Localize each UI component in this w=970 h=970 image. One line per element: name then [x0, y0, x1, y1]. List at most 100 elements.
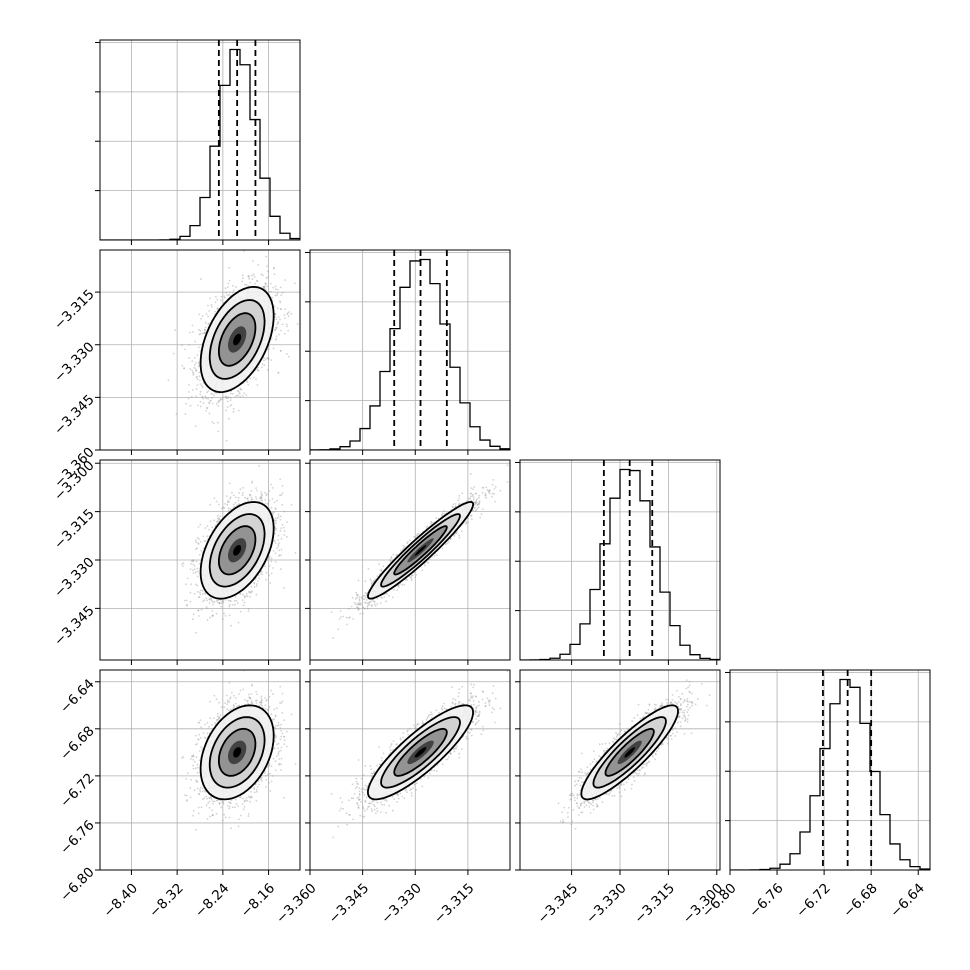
sample-point	[218, 602, 221, 605]
sample-point	[193, 366, 196, 369]
sample-point	[265, 288, 267, 291]
sample-point	[277, 322, 280, 324]
sample-point	[208, 412, 211, 415]
sample-point	[188, 357, 191, 359]
sample-point	[238, 409, 240, 412]
sample-point	[249, 281, 251, 284]
sample-point	[272, 550, 275, 552]
sample-point	[260, 490, 263, 493]
sample-point	[272, 286, 275, 289]
sample-point	[237, 621, 240, 624]
sample-point	[258, 464, 261, 467]
sample-point	[247, 384, 250, 386]
sample-point	[280, 548, 283, 551]
sample-point	[188, 344, 191, 346]
sample-point	[249, 494, 252, 497]
sample-point	[276, 292, 279, 295]
sample-point	[208, 402, 211, 405]
y-tick-label: −3.330	[51, 339, 98, 386]
sample-point	[208, 598, 211, 601]
sample-point	[268, 557, 271, 560]
sample-point	[198, 538, 201, 540]
sample-point	[194, 571, 197, 574]
sample-point	[244, 596, 246, 599]
sample-point	[212, 614, 214, 617]
sample-point	[202, 600, 204, 603]
sample-point	[187, 397, 190, 400]
sample-point	[260, 572, 262, 575]
sample-point	[302, 509, 304, 511]
sample-point	[192, 371, 194, 374]
panel-frame	[309, 249, 511, 451]
sample-point	[224, 615, 227, 617]
sample-point	[257, 369, 260, 372]
sample-point	[213, 422, 215, 425]
sample-point	[239, 610, 242, 613]
sample-point	[278, 333, 280, 336]
sample-point	[183, 367, 185, 370]
sample-point	[274, 552, 277, 554]
sample-point	[263, 286, 265, 289]
sample-point	[290, 503, 293, 506]
sample-point	[189, 591, 192, 594]
sample-point	[195, 376, 198, 379]
sample-point	[277, 372, 280, 374]
sample-point	[257, 264, 259, 266]
sample-point	[228, 501, 231, 503]
sample-point	[237, 503, 240, 506]
sample-point	[192, 618, 194, 621]
sample-point	[283, 314, 286, 316]
sample-point	[230, 390, 233, 393]
sample-point	[186, 603, 189, 606]
sample-point	[273, 329, 276, 332]
sample-point	[253, 275, 256, 278]
sample-point	[252, 260, 254, 262]
sample-point	[219, 515, 222, 518]
sample-point	[281, 484, 284, 487]
sample-point	[245, 394, 248, 396]
sample-point	[201, 395, 204, 398]
contour-line	[199, 285, 275, 394]
sample-point	[234, 496, 237, 499]
sample-point	[280, 554, 282, 557]
sample-point	[215, 612, 218, 615]
sample-point	[230, 403, 233, 406]
sample-point	[252, 273, 255, 276]
sample-point	[211, 526, 214, 529]
sample-point	[200, 608, 203, 611]
sample-point	[288, 355, 290, 358]
sample-point	[207, 390, 210, 392]
sample-point	[224, 503, 227, 505]
sample-point	[267, 348, 270, 350]
sample-point	[212, 601, 214, 604]
sample-point	[226, 294, 229, 296]
sample-point	[211, 397, 213, 400]
panel-frame	[99, 39, 301, 241]
sample-point	[268, 290, 271, 293]
sample-point	[194, 568, 196, 570]
sample-point	[203, 328, 206, 331]
sample-point	[197, 543, 200, 545]
sample-point	[215, 521, 218, 523]
sample-point	[283, 510, 286, 513]
sample-point	[275, 527, 278, 530]
sample-point	[287, 312, 289, 314]
sample-point	[224, 287, 227, 290]
sample-point	[247, 275, 249, 278]
sample-point	[256, 384, 259, 386]
sample-point	[232, 289, 235, 292]
sample-point	[226, 406, 229, 409]
sample-point	[208, 310, 211, 312]
sample-point	[281, 291, 284, 294]
sample-point	[251, 480, 254, 483]
sample-point	[268, 499, 271, 502]
sample-point	[221, 600, 224, 603]
sample-point	[267, 348, 269, 351]
sample-point	[234, 603, 236, 606]
sample-point	[198, 596, 201, 599]
sample-point	[198, 371, 200, 374]
sample-point	[194, 340, 197, 343]
sample-point	[218, 517, 221, 520]
sample-point	[198, 375, 201, 378]
sample-point	[268, 565, 271, 567]
